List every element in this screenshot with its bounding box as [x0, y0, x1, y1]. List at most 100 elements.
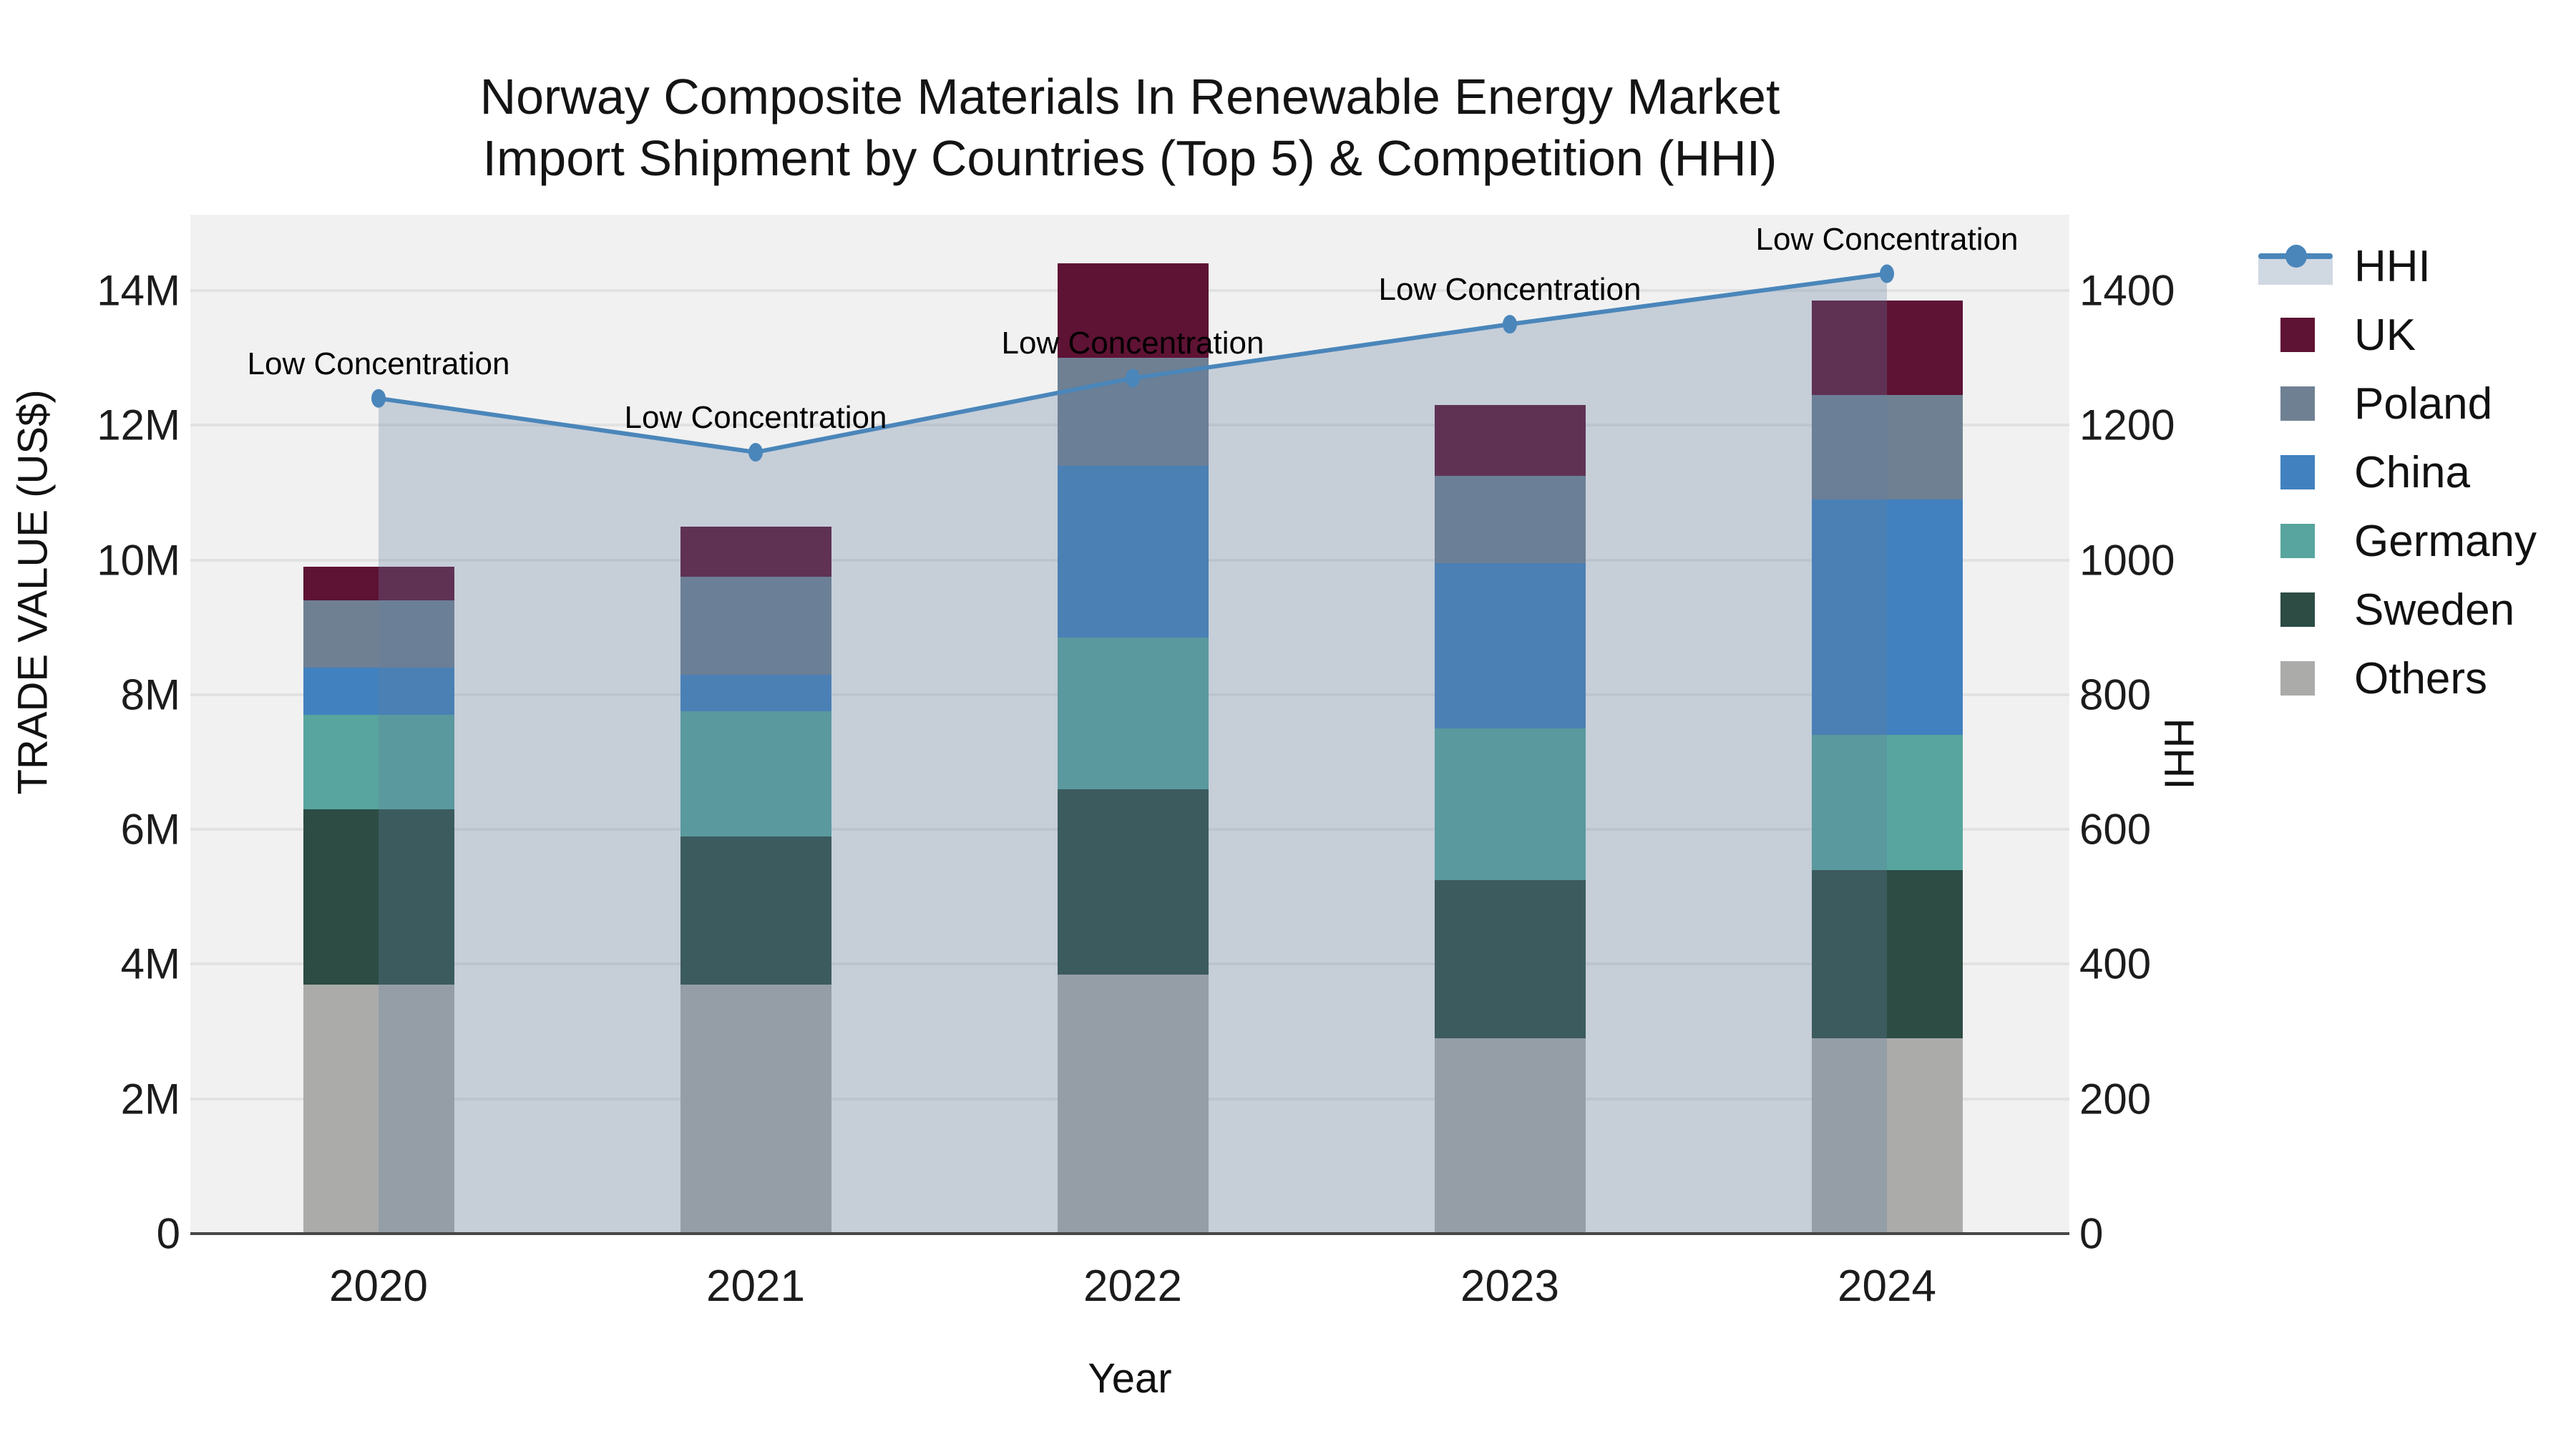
bar-segment-uk-2021[interactable] [680, 526, 831, 577]
y-right-tick-0: 0 [2079, 1209, 2104, 1258]
annotation-2021: Low Concentration [624, 400, 887, 435]
legend-swatch-icon [2258, 575, 2337, 644]
legend-item-sweden[interactable]: Sweden [2258, 575, 2537, 644]
annotation-2023: Low Concentration [1378, 272, 1641, 308]
legend-color-square-sweden [2280, 592, 2315, 627]
y-left-tick-10M: 10M [97, 536, 180, 585]
bar-segment-germany-2021[interactable] [680, 711, 831, 836]
hhi-marker-2023[interactable] [1503, 315, 1517, 334]
legend-label: HHI [2354, 241, 2431, 291]
y-axis-title-left: TRADE VALUE (US$) [9, 389, 57, 795]
legend-color-square-others [2280, 661, 2315, 696]
y-right-tick-800: 800 [2079, 670, 2152, 719]
annotation-2024: Low Concentration [1755, 221, 2019, 257]
legend-color-square-germany [2280, 524, 2315, 558]
y-left-tick-6M: 6M [120, 805, 180, 854]
bar-segment-sweden-2024[interactable] [1811, 869, 1963, 1038]
hhi-marker-swatch [2285, 245, 2307, 268]
y-left-tick-0: 0 [156, 1209, 180, 1258]
legend-color-square-uk [2280, 318, 2315, 352]
hhi-marker-2021[interactable] [748, 443, 763, 462]
legend-label: Germany [2354, 516, 2537, 566]
hhi-marker-2022[interactable] [1126, 369, 1140, 388]
bar-segment-sweden-2020[interactable] [303, 809, 454, 985]
bar-segment-poland-2024[interactable] [1811, 394, 1963, 499]
x-tick-2024: 2024 [1838, 1262, 1936, 1311]
legend-item-others[interactable]: Others [2258, 644, 2537, 713]
bar-segment-germany-2020[interactable] [303, 715, 454, 809]
bar-segment-sweden-2023[interactable] [1434, 879, 1586, 1038]
bar-segment-poland-2021[interactable] [680, 577, 831, 675]
bar-segment-germany-2024[interactable] [1811, 735, 1963, 870]
bar-segment-others-2020[interactable] [303, 984, 454, 1234]
hhi-line-overlay [371, 264, 1894, 1234]
chart-title-line2: Import Shipment by Countries (Top 5) & C… [482, 130, 1777, 186]
hhi-line-swatch-icon [2258, 232, 2337, 301]
legend-item-china[interactable]: China [2258, 438, 2537, 507]
bar-segment-china-2023[interactable] [1434, 563, 1586, 728]
y-right-tick-600: 600 [2079, 805, 2152, 854]
bar-segment-others-2023[interactable] [1434, 1038, 1586, 1234]
legend-label: UK [2354, 310, 2416, 360]
bar-segment-others-2022[interactable] [1057, 974, 1209, 1234]
y-right-tick-200: 200 [2079, 1075, 2152, 1123]
x-tick-2023: 2023 [1460, 1262, 1559, 1311]
y-left-tick-12M: 12M [97, 401, 180, 449]
y-left-tick-4M: 4M [120, 940, 180, 988]
x-tick-2021: 2021 [706, 1262, 805, 1311]
chart-title: Norway Composite Materials In Renewable … [190, 66, 2069, 189]
annotation-2020: Low Concentration [247, 346, 510, 381]
bar-segment-germany-2022[interactable] [1057, 637, 1209, 789]
bar-segment-poland-2020[interactable] [303, 600, 454, 668]
legend-item-uk[interactable]: UK [2258, 301, 2537, 369]
legend-color-square-china [2280, 455, 2315, 489]
legend-label: Poland [2354, 379, 2493, 429]
y-right-tick-400: 400 [2079, 940, 2152, 988]
chart-title-line1: Norway Composite Materials In Renewable … [479, 69, 1780, 125]
hhi-area-fill [379, 273, 1887, 1234]
y-right-tick-1200: 1200 [2079, 401, 2175, 449]
legend-item-poland[interactable]: Poland [2258, 369, 2537, 438]
y-right-tick-1000: 1000 [2079, 536, 2175, 585]
bar-segment-china-2021[interactable] [680, 674, 831, 712]
bar-segment-sweden-2021[interactable] [680, 836, 831, 985]
x-axis-title: Year [1088, 1355, 1172, 1402]
bar-segment-germany-2023[interactable] [1434, 728, 1586, 880]
bar-segment-uk-2020[interactable] [303, 567, 454, 601]
y-left-tick-14M: 14M [97, 266, 180, 315]
bar-segment-uk-2023[interactable] [1434, 405, 1586, 476]
x-tick-2020: 2020 [329, 1262, 428, 1311]
legend-item-hhi[interactable]: HHI [2258, 232, 2537, 301]
legend-swatch-icon [2258, 644, 2337, 713]
hhi-marker-2024[interactable] [1880, 264, 1894, 283]
legend-swatch-icon [2258, 369, 2337, 438]
bar-segment-uk-2022[interactable] [1057, 263, 1209, 358]
x-tick-2022: 2022 [1083, 1262, 1182, 1311]
bar-segment-china-2020[interactable] [303, 668, 454, 716]
bar-segment-others-2021[interactable] [680, 984, 831, 1234]
bar-segment-china-2024[interactable] [1811, 499, 1963, 736]
legend-label: Sweden [2354, 585, 2515, 635]
legend-item-germany[interactable]: Germany [2258, 507, 2537, 575]
x-axis-line [190, 1232, 2069, 1235]
annotation-2022: Low Concentration [1001, 326, 1264, 361]
plot-area: Low Concentration Low Concentration Low Co… [190, 215, 2069, 1234]
legend-label: Others [2354, 653, 2488, 703]
bar-segment-others-2024[interactable] [1811, 1038, 1963, 1234]
bar-segment-china-2022[interactable] [1057, 465, 1209, 638]
bar-segment-uk-2024[interactable] [1811, 301, 1963, 395]
bar-segment-poland-2023[interactable] [1434, 475, 1586, 564]
legend: HHI UK Poland China Germany Sweden Others [2258, 232, 2537, 713]
legend-swatch-icon [2258, 438, 2337, 507]
legend-swatch-icon [2258, 301, 2337, 369]
y-left-tick-8M: 8M [120, 670, 180, 719]
legend-swatch-icon [2258, 507, 2337, 575]
y-left-tick-2M: 2M [120, 1075, 180, 1123]
bar-segment-sweden-2022[interactable] [1057, 789, 1209, 975]
legend-color-square-poland [2280, 386, 2315, 421]
y-right-tick-1400: 1400 [2079, 266, 2175, 315]
hhi-marker-2020[interactable] [371, 389, 386, 408]
y-axis-title-right: HHI [2155, 718, 2202, 790]
legend-label: China [2354, 447, 2470, 497]
